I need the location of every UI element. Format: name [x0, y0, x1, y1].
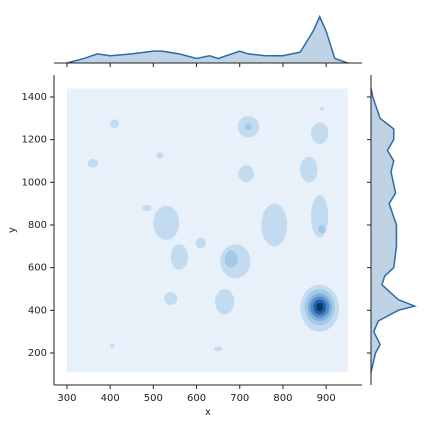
density-contour	[170, 244, 188, 270]
density-contour	[110, 119, 119, 128]
density-contour	[318, 224, 326, 234]
y-marginal-line	[370, 88, 418, 373]
density-contour	[224, 250, 238, 268]
x-tick-label: 800	[273, 393, 292, 404]
x-marginal-fill	[66, 16, 348, 63]
x-tick-label: 600	[187, 393, 206, 404]
y-tick-label: 400	[28, 305, 47, 316]
density-contour	[213, 346, 223, 351]
density-region	[66, 88, 348, 373]
y-tick-label: 1200	[22, 135, 47, 146]
y-marginal-fill	[371, 88, 415, 373]
density-contour	[164, 292, 178, 305]
y-tick-label: 800	[28, 220, 47, 231]
y-tick-label: 200	[28, 348, 47, 359]
density-contour	[195, 237, 207, 249]
x-tick-label: 700	[230, 393, 249, 404]
density-contour	[215, 288, 235, 315]
density-contour	[87, 158, 99, 168]
density-contour	[320, 107, 324, 111]
x-tick-label: 900	[317, 393, 336, 404]
x-tick-label: 300	[57, 393, 76, 404]
density-contour	[153, 205, 180, 240]
density-contour	[300, 156, 318, 183]
density-contour	[311, 122, 329, 144]
x-marginal-line	[66, 14, 348, 64]
y-axis-label: y	[7, 227, 18, 233]
y-tick-label: 1000	[22, 177, 47, 188]
density-contour	[316, 302, 324, 312]
density-contour	[142, 204, 152, 212]
density-contour	[110, 343, 115, 348]
density-contour	[261, 203, 288, 247]
y-tick-label: 1400	[22, 92, 47, 103]
y-tick-label: 600	[28, 263, 47, 274]
x-tick-label: 500	[144, 393, 163, 404]
x-axis-label: x	[205, 407, 211, 418]
x-tick-label: 400	[101, 393, 120, 404]
density-contour	[156, 152, 164, 159]
density-contour	[238, 165, 255, 183]
density-contour	[244, 123, 252, 131]
